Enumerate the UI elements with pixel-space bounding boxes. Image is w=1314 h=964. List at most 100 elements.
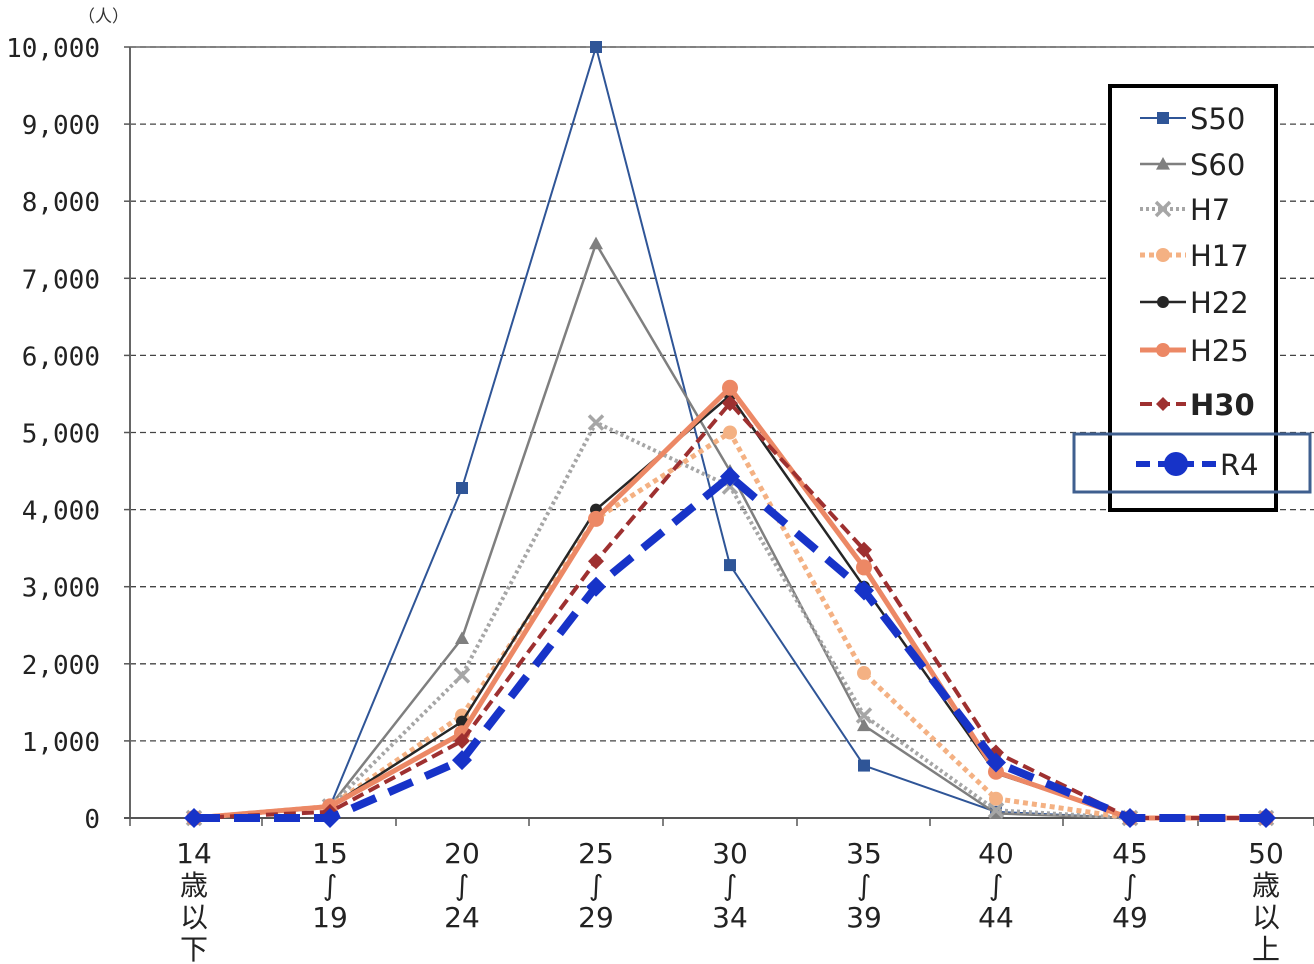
x-tick-label-line: ∫: [989, 869, 1004, 902]
data-point: [590, 41, 602, 53]
legend-swatch-marker: [1154, 200, 1172, 218]
y-tick-label: 6,000: [22, 342, 100, 372]
data-point: [855, 707, 873, 724]
data-point: [454, 732, 470, 749]
data-point: [857, 718, 871, 732]
x-tick-label: 20∫24: [444, 837, 480, 934]
x-tick-label: 45∫49: [1112, 837, 1148, 934]
x-tick-label-line: 以: [1252, 901, 1280, 934]
legend-swatch-marker: [1156, 248, 1170, 262]
data-point: [320, 808, 340, 828]
data-point: [722, 379, 738, 396]
x-tick-label-line: ∫: [589, 869, 604, 902]
data-point: [858, 759, 870, 772]
x-tick-label: 25∫29: [578, 837, 614, 934]
legend-label: H17: [1190, 239, 1249, 273]
legend-item-s50: S50: [1140, 102, 1245, 136]
legend: S50 S60 H7 H17 H22 H25 H30 R4: [1072, 84, 1312, 512]
data-point: [723, 425, 737, 440]
data-point: [856, 541, 872, 558]
data-point: [989, 791, 1003, 806]
x-tick-label-line: 歳: [180, 869, 208, 902]
y-tick-label: 4,000: [22, 497, 100, 527]
legend-label: H22: [1190, 286, 1249, 320]
legend-label: H7: [1190, 193, 1230, 227]
data-point: [587, 414, 605, 431]
x-tick-label-line: 40: [978, 837, 1014, 870]
x-tick-label-line: 以: [180, 901, 208, 934]
x-tick-label-line: 34: [712, 901, 748, 934]
legend-item-s60: S60: [1140, 148, 1245, 182]
legend-swatch-marker: [1164, 452, 1188, 476]
y-tick-label: 10,000: [6, 34, 100, 64]
data-point: [184, 808, 204, 828]
data-point: [986, 752, 1006, 773]
series-line-r4: [194, 472, 1266, 822]
legend-swatch-marker: [1156, 397, 1170, 411]
data-point: [588, 553, 604, 570]
legend-label: H30: [1190, 388, 1255, 422]
legend-item-h22: H22: [1140, 286, 1249, 320]
legend-box: [1108, 84, 1278, 512]
data-point: [720, 466, 740, 487]
x-tick-label-line: 45: [1112, 837, 1148, 870]
y-tick-label: 8,000: [22, 188, 100, 218]
y-tick-label: 3,000: [22, 574, 100, 604]
data-point: [987, 802, 1005, 819]
series-r4: [184, 466, 1276, 828]
x-tick-label: 40∫44: [978, 837, 1014, 934]
x-tick-label-line: 下: [180, 933, 208, 964]
y-unit-label: （人）: [78, 7, 129, 27]
series-line-s60: [193, 242, 1266, 820]
x-tick-labels: 14歳以下15∫1920∫2425∫2930∫3435∫3940∫4445∫49…: [176, 837, 1284, 964]
x-tick-label-line: 25: [578, 837, 614, 870]
legend-label: S60: [1190, 148, 1245, 182]
x-tick-label-line: ∫: [323, 869, 338, 902]
legend-swatch-marker: [1156, 157, 1170, 170]
x-tick-label-line: 50: [1248, 837, 1284, 870]
x-tick-label: 35∫39: [846, 837, 882, 934]
data-point: [589, 236, 603, 250]
legend-label: H25: [1190, 334, 1249, 368]
x-tick-label-line: ∫: [455, 869, 470, 902]
y-tick-label: 9,000: [22, 111, 100, 141]
data-point: [588, 510, 604, 527]
data-point: [453, 667, 471, 684]
x-tick-label-line: 49: [1112, 901, 1148, 934]
x-tick-label-line: 上: [1252, 933, 1280, 964]
x-tick-label-line: 歳: [1252, 869, 1280, 902]
data-point: [857, 666, 871, 681]
x-tick-label-line: 29: [578, 901, 614, 934]
x-tick-label-line: 44: [978, 901, 1014, 934]
x-tick-label-line: 15: [312, 837, 348, 870]
series-line-h17: [193, 430, 1266, 821]
data-point: [724, 559, 736, 572]
data-point: [452, 750, 472, 771]
legend-swatch-marker: [1156, 343, 1170, 357]
data-point: [456, 482, 468, 495]
legend-item-h25: H25: [1140, 334, 1249, 368]
legend-item-h17: H17: [1140, 239, 1249, 273]
x-tick-label: 30∫34: [712, 837, 748, 934]
legend-swatch-marker: [1157, 112, 1169, 124]
y-tick-label: 0: [84, 805, 100, 835]
data-point: [856, 559, 872, 576]
y-tick-label: 1,000: [22, 728, 100, 758]
x-tick-label-line: 19: [312, 901, 348, 934]
x-tick-label-line: 39: [846, 901, 882, 934]
legend-label: R4: [1220, 448, 1259, 482]
series-line-h30: [193, 401, 1266, 820]
legend-item-r4: R4: [1136, 448, 1259, 482]
y-tick-label: 7,000: [22, 265, 100, 295]
x-tick-label-line: 35: [846, 837, 882, 870]
legend-label: S50: [1190, 102, 1245, 136]
y-tick-labels: 10,000 9,000 8,000 7,000 6,000 5,000 4,000 3,00…: [6, 34, 100, 835]
x-tick-label-line: 20: [444, 837, 480, 870]
data-point: [854, 580, 874, 601]
x-tick-label-line: 14: [176, 837, 212, 870]
data-point: [722, 395, 738, 412]
series-layer: [184, 41, 1276, 828]
